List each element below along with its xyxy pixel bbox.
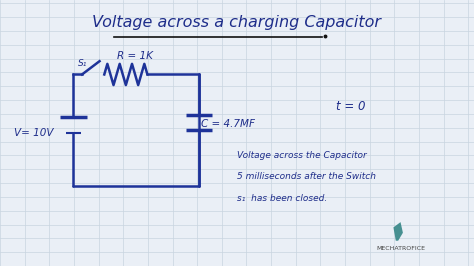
Polygon shape xyxy=(393,222,403,241)
Text: V= 10V: V= 10V xyxy=(14,128,54,138)
Text: Voltage across a charging Capacitor: Voltage across a charging Capacitor xyxy=(92,15,382,30)
Text: MECHATROFICE: MECHATROFICE xyxy=(376,246,425,251)
Text: 5 milliseconds after the Switch: 5 milliseconds after the Switch xyxy=(237,172,376,181)
Text: s₁  has been closed.: s₁ has been closed. xyxy=(237,194,327,203)
Text: S₁: S₁ xyxy=(78,59,88,68)
Text: Voltage across the Capacitor: Voltage across the Capacitor xyxy=(237,151,367,160)
Text: R = 1K: R = 1K xyxy=(117,51,153,61)
Text: C = 4.7MF: C = 4.7MF xyxy=(201,119,255,129)
Text: t = 0: t = 0 xyxy=(336,100,365,113)
